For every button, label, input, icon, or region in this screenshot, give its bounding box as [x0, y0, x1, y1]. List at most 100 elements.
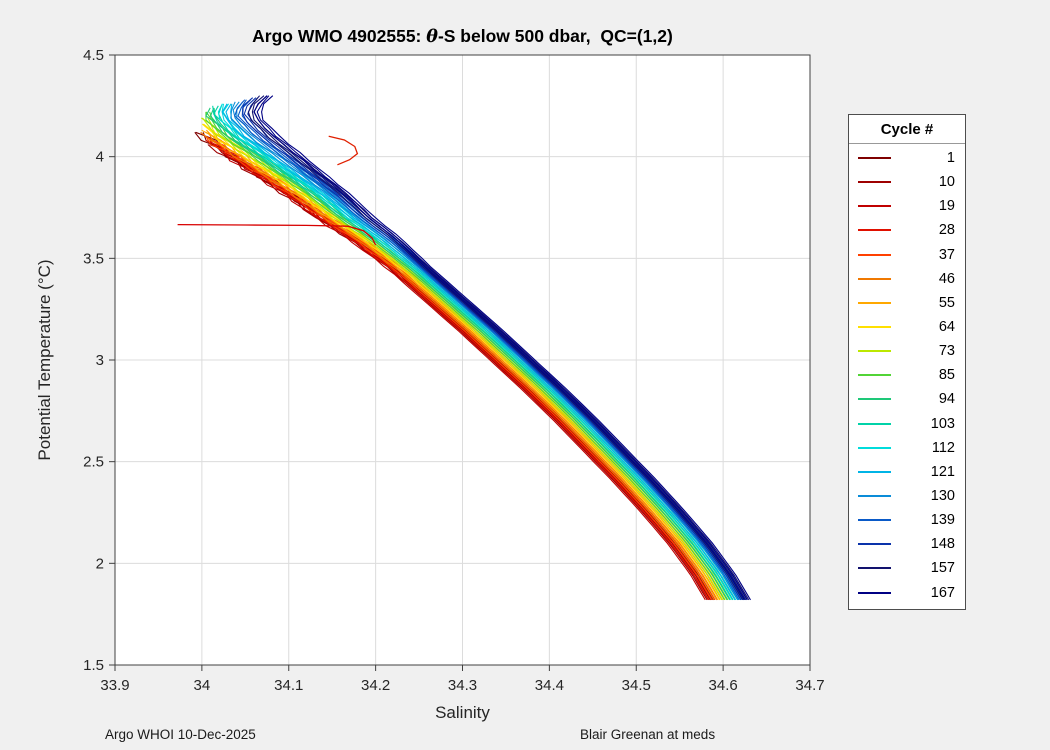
series-line-cycle-64: [201, 123, 720, 601]
legend-entry-cycle-157: 157: [849, 556, 965, 580]
legend-label: 46: [938, 270, 955, 287]
legend-entry-cycle-130: 130: [849, 484, 965, 508]
legend-label: 73: [938, 343, 955, 360]
legend-entry-cycle-167: 167: [849, 581, 965, 605]
legend-line-sample: [858, 567, 891, 570]
x-tick-label: 34.6: [709, 677, 738, 694]
legend-title: Cycle #: [849, 118, 965, 144]
theta-symbol: θ: [426, 27, 438, 47]
series-line-cycle-37: [205, 136, 712, 601]
legend-entry-cycle-139: 139: [849, 508, 965, 532]
legend-entry-cycle-19: 19: [849, 194, 965, 218]
series-line-cycle-112: [217, 103, 733, 601]
series-line-cycle-130: [230, 101, 738, 601]
legend-label: 112: [931, 439, 955, 456]
legend-entry-cycle-37: 37: [849, 243, 965, 267]
x-tick-label: 33.9: [100, 677, 129, 694]
legend-entry-cycle-1: 1: [849, 146, 965, 170]
series-line-cycle-167: [256, 95, 748, 601]
legend-label: 37: [938, 246, 955, 263]
footer-right-text: Blair Greenan at meds: [580, 727, 716, 742]
legend-label: 139: [930, 512, 955, 529]
legend-label: 148: [930, 536, 955, 553]
y-tick-label: 4.5: [83, 47, 104, 64]
legend-entry-cycle-112: 112: [849, 436, 965, 460]
series-line-cycle-139: [234, 99, 740, 601]
legend-rows: 1 10 19 28 37 46 55 64 73 85 94 103 112 121 130 139 148 1…: [849, 146, 965, 605]
legend-line-sample: [858, 543, 891, 546]
legend-line-sample: [858, 446, 891, 449]
legend-line-sample: [858, 157, 891, 160]
legend-label: 121: [930, 463, 955, 480]
legend-line-sample: [858, 495, 891, 498]
series-line-cycle-157: [251, 95, 747, 601]
series-line-cycle-167: [261, 95, 751, 601]
legend-entry-cycle-10: 10: [849, 170, 965, 194]
series-line-cycle-55: [201, 129, 718, 601]
legend-entry-cycle-103: 103: [849, 412, 965, 436]
x-tick-label: 34.7: [795, 677, 824, 694]
legend-line-sample: [858, 519, 891, 522]
legend-line-sample: [858, 422, 891, 425]
legend-entry-cycle-73: 73: [849, 339, 965, 363]
legend-label: 55: [938, 294, 955, 311]
legend-label: 167: [930, 584, 955, 601]
series-line-cycle-157: [253, 95, 750, 601]
legend-line-sample: [858, 350, 891, 353]
legend-entry-cycle-55: 55: [849, 291, 965, 315]
legend-entry-cycle-46: 46: [849, 267, 965, 291]
legend-line-sample: [858, 374, 891, 377]
legend-label: 85: [938, 367, 955, 384]
legend-entry-cycle-121: 121: [849, 460, 965, 484]
legend-line-sample: [858, 301, 891, 304]
y-tick-label: 4: [96, 149, 104, 166]
y-tick-label: 1.5: [83, 657, 104, 674]
outlier-segment-2: [328, 135, 359, 166]
legend-line-sample: [858, 277, 891, 280]
series-line-cycle-94: [205, 107, 728, 601]
series-line-cycle-157: [247, 95, 744, 601]
legend-entry-cycle-28: 28: [849, 218, 965, 242]
legend-label: 28: [938, 222, 955, 239]
footer-left-text: Argo WHOI 10-Dec-2025: [105, 727, 256, 742]
series-line-cycle-10: [214, 144, 711, 601]
legend-line-sample: [858, 229, 891, 232]
y-tick-label: 2.5: [83, 454, 104, 471]
legend-line-sample: [858, 253, 891, 256]
chart-title: Argo WMO 4902555: θ-S below 500 dbar, QC…: [115, 26, 810, 47]
legend-line-sample: [858, 398, 891, 401]
x-tick-label: 34.5: [622, 677, 651, 694]
chart-title-post: -S below 500 dbar, QC=(1,2): [437, 26, 673, 46]
legend-label: 64: [938, 319, 955, 336]
legend-label: 157: [930, 560, 955, 577]
series-line-cycle-148: [242, 97, 742, 601]
series-line-cycle-121: [221, 103, 736, 601]
x-axis-label: Salinity: [435, 703, 490, 722]
legend-line-sample: [858, 181, 891, 184]
legend-label: 10: [938, 174, 955, 191]
series-line-cycle-73: [202, 117, 723, 601]
x-tick-label: 34: [194, 677, 211, 694]
legend-line-sample: [858, 591, 891, 594]
x-tick-label: 34.1: [274, 677, 303, 694]
legend-entry-cycle-64: 64: [849, 315, 965, 339]
series-line-cycle-19: [225, 152, 706, 601]
legend-line-sample: [858, 205, 891, 208]
y-axis-label: Potential Temperature (°C): [35, 259, 54, 461]
series-line-cycle-167: [253, 95, 745, 601]
legend-entry-cycle-94: 94: [849, 387, 965, 411]
legend-line-sample: [858, 326, 891, 329]
legend-label: 130: [930, 488, 955, 505]
x-tick-label: 34.3: [448, 677, 477, 694]
legend: Cycle # 1 10 19 28 37 46 55 64 73 85 94 103 112 121 13…: [848, 114, 966, 610]
series-line-cycle-103: [212, 105, 731, 601]
legend-entry-cycle-85: 85: [849, 363, 965, 387]
legend-label: 94: [938, 391, 955, 408]
x-tick-label: 34.2: [361, 677, 390, 694]
series-line-cycle-28: [209, 139, 710, 601]
legend-label: 103: [930, 415, 955, 432]
legend-label: 1: [946, 150, 955, 167]
y-tick-label: 2: [96, 555, 104, 572]
series-line-cycle-46: [200, 131, 715, 601]
